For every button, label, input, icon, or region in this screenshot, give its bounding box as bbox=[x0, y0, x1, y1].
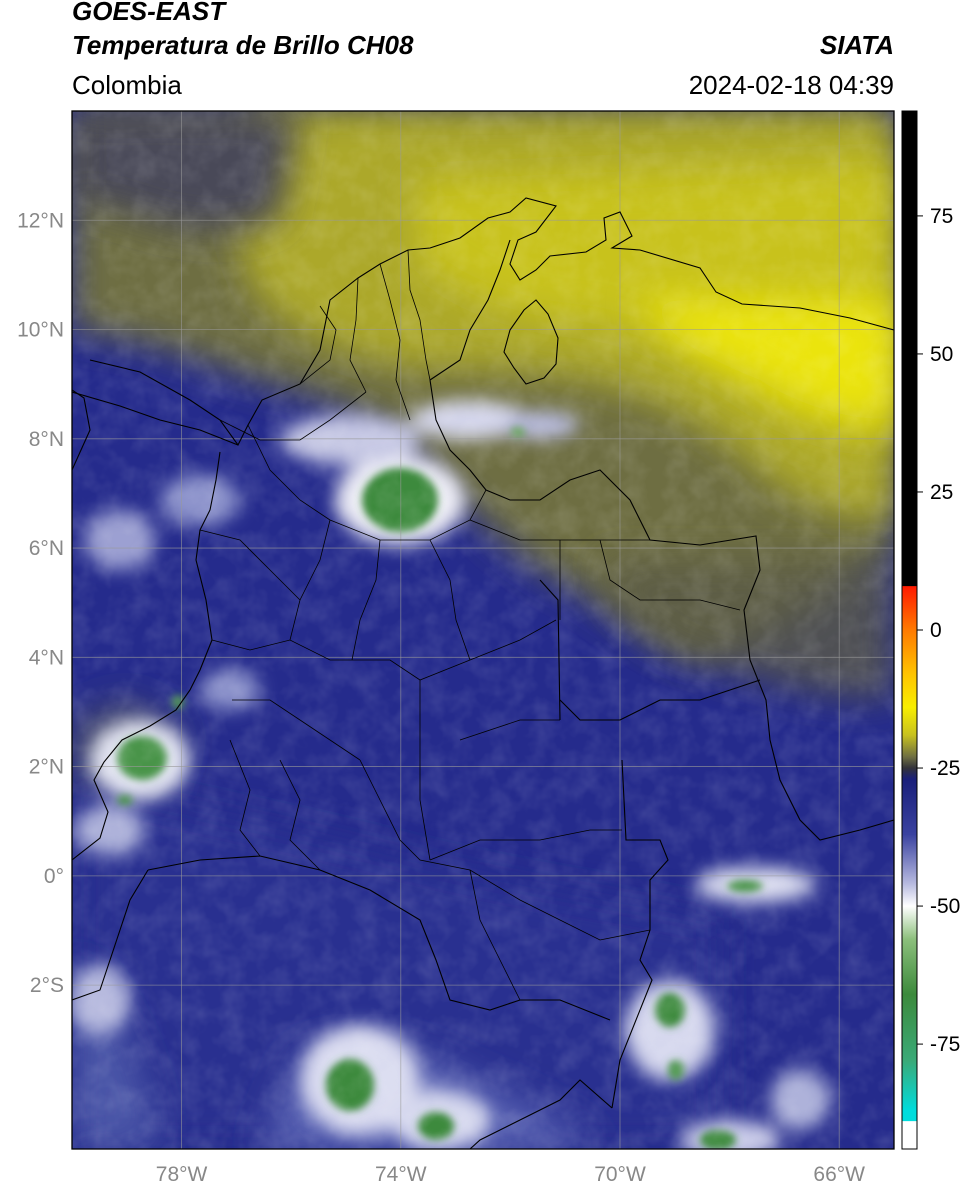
lake-maracaibo bbox=[503, 299, 559, 385]
lon-label-0: 78°W bbox=[156, 1163, 208, 1186]
latitude-labels: 12°N 10°N 8°N 6°N 4°N 2°N 0° 2°S bbox=[17, 209, 64, 997]
colorbar-ticks: 75 50 25 0 -25 -50 -75 bbox=[917, 205, 960, 1056]
colombia-peru-border bbox=[147, 855, 611, 1021]
longitude-labels: 78°W 74°W 70°W 66°W bbox=[156, 1163, 865, 1186]
texture-overlay bbox=[72, 111, 894, 1149]
gridlines bbox=[72, 111, 894, 1149]
colorbar-label-1: 50 bbox=[930, 343, 953, 366]
colorbar-label-5: -50 bbox=[930, 895, 960, 918]
lat-label-4: 4°N bbox=[29, 646, 64, 669]
lon-label-1: 74°W bbox=[375, 1163, 427, 1186]
country-boundaries bbox=[72, 197, 894, 1149]
lat-label-7: 2°S bbox=[30, 974, 64, 997]
satellite-imagery bbox=[72, 111, 894, 1149]
lat-label-6: 0° bbox=[44, 865, 64, 888]
southern-border bbox=[469, 1079, 613, 1149]
colorbar-label-6: -75 bbox=[930, 1033, 960, 1056]
lon-label-3: 66°W bbox=[813, 1163, 865, 1186]
colorbar-label-3: 0 bbox=[930, 619, 942, 642]
colorbar bbox=[902, 111, 917, 1149]
lat-label-0: 12°N bbox=[17, 209, 64, 232]
colombia-venezuela-border bbox=[429, 239, 894, 841]
panama-border bbox=[72, 391, 239, 446]
lat-label-5: 2°N bbox=[29, 756, 64, 779]
map-frame bbox=[71, 110, 895, 1150]
datetime-label: 2024-02-18 04:39 bbox=[688, 70, 894, 100]
colombia-brazil-border bbox=[611, 759, 669, 1109]
lat-label-2: 8°N bbox=[29, 428, 64, 451]
lon-label-2: 70°W bbox=[594, 1163, 646, 1186]
satellite-title: GOES-EAST bbox=[72, 0, 226, 26]
region-label: Colombia bbox=[72, 70, 182, 100]
lat-label-1: 10°N bbox=[17, 319, 64, 342]
lat-label-3: 6°N bbox=[29, 537, 64, 560]
department-boundaries bbox=[199, 249, 741, 1001]
colorbar-label-4: -25 bbox=[930, 757, 960, 780]
brazil-venezuela-border bbox=[539, 579, 761, 721]
colorbar-label-2: 25 bbox=[930, 481, 953, 504]
agency-label: SIATA bbox=[819, 30, 894, 60]
pacific-coast bbox=[72, 451, 221, 861]
colorbar-label-0: 75 bbox=[930, 205, 953, 228]
product-title: Temperatura de Brillo CH08 bbox=[72, 30, 414, 60]
ecuador-coast bbox=[72, 869, 149, 1001]
